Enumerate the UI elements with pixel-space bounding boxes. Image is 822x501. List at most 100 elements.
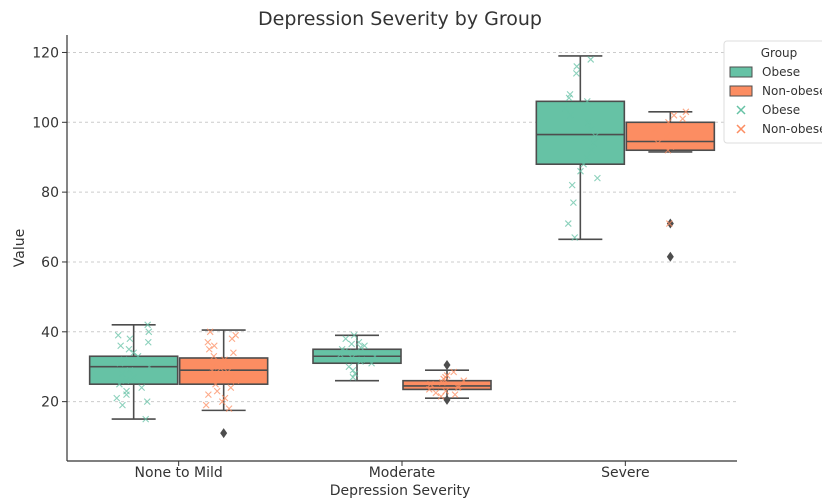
strip-point <box>651 125 658 133</box>
strip-point <box>116 380 123 388</box>
strip-point <box>588 146 595 154</box>
strip-point <box>571 234 579 241</box>
strip-point <box>134 352 142 360</box>
axes: 20 40 60 80 100 120 None to Mild Moderate Severe <box>32 35 737 481</box>
strip-point <box>221 394 229 402</box>
strip-point <box>221 356 228 364</box>
strip-point <box>113 394 121 402</box>
strip-point <box>665 118 672 126</box>
strip-point <box>204 391 212 399</box>
strip-point <box>580 160 587 168</box>
strip-point <box>566 111 574 119</box>
strip-point <box>348 354 356 362</box>
strip-point <box>584 118 592 126</box>
strip-point <box>130 349 138 357</box>
strip-point <box>572 70 580 77</box>
strip-point <box>341 347 349 355</box>
strip-point <box>232 377 240 385</box>
chart-title: Depression Severity by Group <box>258 8 542 30</box>
strip-point <box>654 139 662 147</box>
strip-point <box>202 401 210 409</box>
strip-point <box>565 94 573 102</box>
strip-point <box>122 377 130 385</box>
box-iqr <box>402 379 492 391</box>
strip-point <box>227 384 235 392</box>
strip-point <box>138 384 146 392</box>
strip-point <box>230 349 237 357</box>
legend-marker <box>736 124 746 134</box>
strip-point <box>125 345 133 353</box>
strip-point <box>427 380 434 388</box>
strip-point <box>371 352 379 360</box>
outlier-point <box>666 251 674 262</box>
strip-point <box>561 104 569 112</box>
plot-area <box>88 55 716 439</box>
strip-point <box>584 153 591 161</box>
strip-point <box>348 340 356 348</box>
strip-point <box>594 174 601 182</box>
strip-point <box>583 97 591 105</box>
strip-point <box>349 373 357 381</box>
y-tick-label: 60 <box>41 255 59 271</box>
legend-swatch <box>729 66 753 78</box>
strip-point <box>454 384 462 392</box>
strip-point <box>437 393 445 400</box>
box-iqr <box>88 355 179 385</box>
strip-point <box>213 387 221 395</box>
gridlines <box>67 51 737 403</box>
strip-point <box>217 365 224 372</box>
strip-point <box>350 349 357 357</box>
strip-point <box>460 377 468 385</box>
y-tick-label: 120 <box>32 45 59 61</box>
box-obese-2 <box>535 55 626 241</box>
strip-point <box>209 370 216 378</box>
strip-point <box>450 368 458 376</box>
y-tick-label: 100 <box>32 115 59 131</box>
strip-point <box>663 132 671 140</box>
strip-point <box>205 345 213 353</box>
strip-point <box>682 108 690 116</box>
strip-point <box>355 338 363 346</box>
strip-point <box>225 405 233 413</box>
strip-point <box>440 375 448 383</box>
strip-point <box>144 338 152 346</box>
strip-point <box>210 352 218 360</box>
strip-point <box>679 115 687 123</box>
strip-point <box>357 344 365 351</box>
x-tick-label: None to Mild <box>135 465 223 481</box>
strip-point <box>126 335 134 343</box>
strip-point <box>568 181 576 189</box>
y-tick-label: 80 <box>41 185 59 201</box>
strip-point <box>670 111 678 119</box>
outlier-point <box>666 218 674 229</box>
strip-point <box>142 415 150 423</box>
y-tick-label: 20 <box>41 395 59 411</box>
strip-point <box>226 359 234 367</box>
strip-point <box>338 345 346 353</box>
strip-point <box>425 386 433 393</box>
strip-point <box>337 351 344 358</box>
strip-point <box>592 132 599 140</box>
strip-point <box>224 368 232 376</box>
strip-point <box>665 220 673 227</box>
legend-label: Non-obese <box>762 84 822 98</box>
strip-point <box>228 335 236 343</box>
strip-point <box>218 398 226 406</box>
y-axis-label: Value <box>12 228 28 268</box>
box-non-obese-2 <box>625 111 716 262</box>
legend-label: Obese <box>762 103 800 117</box>
outlier-point <box>443 394 451 405</box>
legend-swatch <box>729 85 753 97</box>
strip-point <box>588 125 595 133</box>
strip-point <box>145 328 153 336</box>
strip-point <box>212 380 219 388</box>
strip-point <box>118 370 126 378</box>
outlier-point <box>220 428 228 439</box>
strip-point <box>126 366 134 374</box>
strip-point <box>357 358 364 365</box>
strip-point <box>587 56 595 63</box>
strip-point <box>123 391 130 399</box>
strip-point <box>350 331 358 339</box>
strip-point <box>143 398 151 406</box>
